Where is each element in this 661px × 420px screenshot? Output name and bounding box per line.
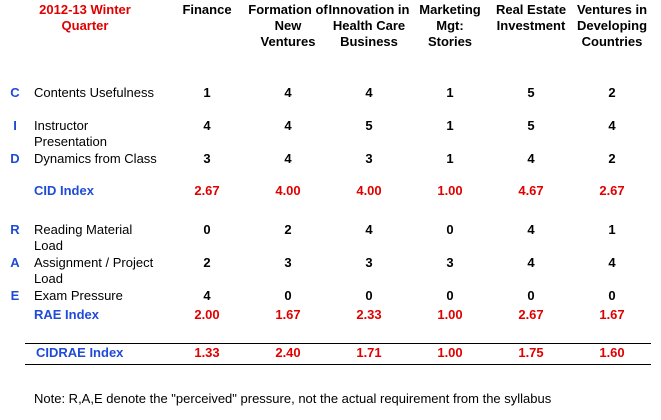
score-cell: 0 xyxy=(446,222,454,237)
index-value: 2.67 xyxy=(518,307,544,322)
score-cell: 3 xyxy=(365,255,373,270)
row-letter: E xyxy=(10,288,20,303)
score-cell: 0 xyxy=(527,288,535,303)
score-cell: 4 xyxy=(608,118,616,133)
cidrae-index-label: CIDRAE Index xyxy=(36,345,124,360)
row-label: Reading Material Load xyxy=(34,222,133,253)
score-cell: 3 xyxy=(284,255,292,270)
cidrae-index-value: 1.60 xyxy=(599,345,625,360)
cidrae-index-value: 1.00 xyxy=(437,345,463,360)
index-value: 1.67 xyxy=(275,307,301,322)
score-cell: 2 xyxy=(203,255,211,270)
score-cell: 1 xyxy=(446,151,454,166)
cidrae-index-value: 1.71 xyxy=(356,345,382,360)
index-value: 1.00 xyxy=(437,183,463,198)
score-cell: 4 xyxy=(203,288,211,303)
score-cell: 3 xyxy=(446,255,454,270)
cidrae-index-value: 1.33 xyxy=(194,345,220,360)
index-value: 2.00 xyxy=(194,307,220,322)
row-letter: C xyxy=(10,85,20,100)
quarter-title: 2012-13 Winter Quarter xyxy=(39,2,131,33)
score-cell: 0 xyxy=(203,222,211,237)
score-cell: 2 xyxy=(284,222,292,237)
score-cell: 4 xyxy=(527,222,535,237)
score-cell: 1 xyxy=(608,222,616,237)
row-letter: R xyxy=(10,222,20,237)
score-cell: 4 xyxy=(365,222,373,237)
score-cell: 5 xyxy=(365,118,373,133)
index-value: 1.67 xyxy=(599,307,625,322)
score-cell: 4 xyxy=(527,255,535,270)
score-cell: 4 xyxy=(284,85,292,100)
index-value: 4.00 xyxy=(356,183,382,198)
column-header: Real Estate Investment xyxy=(495,2,567,33)
score-cell: 0 xyxy=(284,288,292,303)
column-header: Formation of New Ventures xyxy=(248,2,328,49)
score-cell: 2 xyxy=(608,85,616,100)
index-label: RAE Index xyxy=(34,307,100,322)
score-cell: 4 xyxy=(527,151,535,166)
column-header: Innovation in Health Care Business xyxy=(328,2,410,49)
score-cell: 0 xyxy=(446,288,454,303)
footnote: Note: R,A,E denote the "perceived" press… xyxy=(34,391,552,406)
column-header: Finance xyxy=(182,2,232,17)
score-cell: 3 xyxy=(365,151,373,166)
score-cell: 1 xyxy=(446,85,454,100)
index-value: 2.67 xyxy=(599,183,625,198)
score-cell: 5 xyxy=(527,118,535,133)
score-cell: 1 xyxy=(203,85,211,100)
index-value: 4.00 xyxy=(275,183,301,198)
index-value: 1.00 xyxy=(437,307,463,322)
score-cell: 5 xyxy=(527,85,535,100)
row-letter: A xyxy=(10,255,20,270)
row-label: Dynamics from Class xyxy=(34,151,157,166)
score-cell: 0 xyxy=(608,288,616,303)
column-header: Ventures in Developing Countries xyxy=(576,2,648,49)
row-label: Instructor Presentation xyxy=(34,118,107,149)
index-value: 4.67 xyxy=(518,183,544,198)
score-cell: 4 xyxy=(365,85,373,100)
score-cell: 4 xyxy=(284,118,292,133)
score-cell: 4 xyxy=(284,151,292,166)
cidrae-row-border xyxy=(25,343,651,365)
row-letter: D xyxy=(10,151,20,166)
index-value: 2.33 xyxy=(356,307,382,322)
column-header: Marketing Mgt: Stories xyxy=(419,2,481,49)
score-cell: 4 xyxy=(608,255,616,270)
row-letter: I xyxy=(13,118,17,133)
score-cell: 1 xyxy=(446,118,454,133)
score-cell: 0 xyxy=(365,288,373,303)
score-cell: 3 xyxy=(203,151,211,166)
row-label: Contents Usefulness xyxy=(34,85,154,100)
row-label: Assignment / Project Load xyxy=(34,255,154,286)
score-cell: 4 xyxy=(203,118,211,133)
cidrae-index-value: 2.40 xyxy=(275,345,301,360)
index-label: CID Index xyxy=(34,183,94,198)
cidrae-index-value: 1.75 xyxy=(518,345,544,360)
score-cell: 2 xyxy=(608,151,616,166)
row-label: Exam Pressure xyxy=(34,288,123,303)
index-value: 2.67 xyxy=(194,183,220,198)
